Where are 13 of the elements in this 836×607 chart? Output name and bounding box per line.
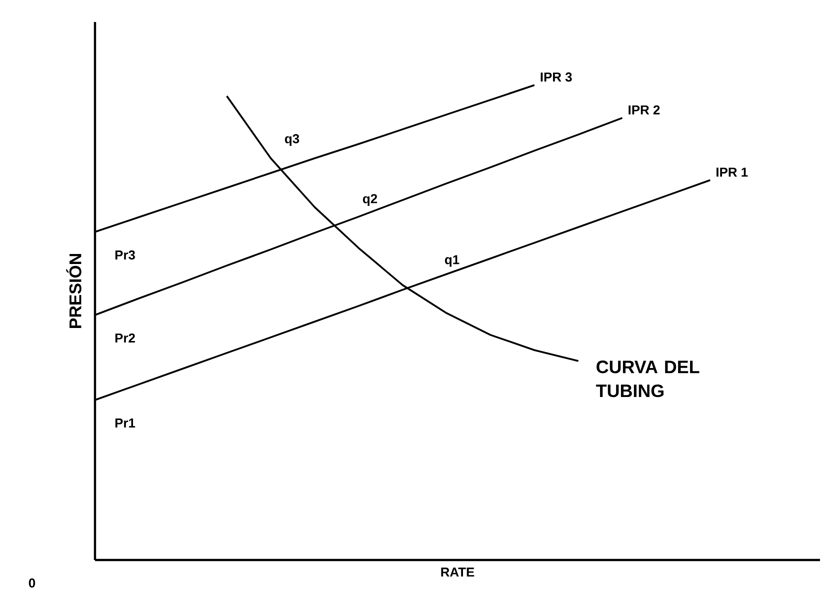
series-label: IPR 2	[628, 105, 660, 114]
text: 0	[28, 578, 36, 588]
annotation: q2	[362, 194, 378, 206]
x-axis-title: RATE	[441, 568, 474, 577]
annotation: Pr3	[115, 250, 135, 260]
annotation: q1	[444, 255, 460, 267]
annotation: Pr2	[115, 333, 135, 343]
annotation: q3	[284, 134, 300, 146]
series-label: IPR 3	[540, 72, 572, 82]
series-label: IPR 1	[716, 168, 748, 177]
series-label: CURVA DEL TUBING	[596, 360, 700, 398]
annotation: Pr1	[115, 418, 136, 428]
y-axis-title: PRESIÓN	[66, 254, 82, 328]
